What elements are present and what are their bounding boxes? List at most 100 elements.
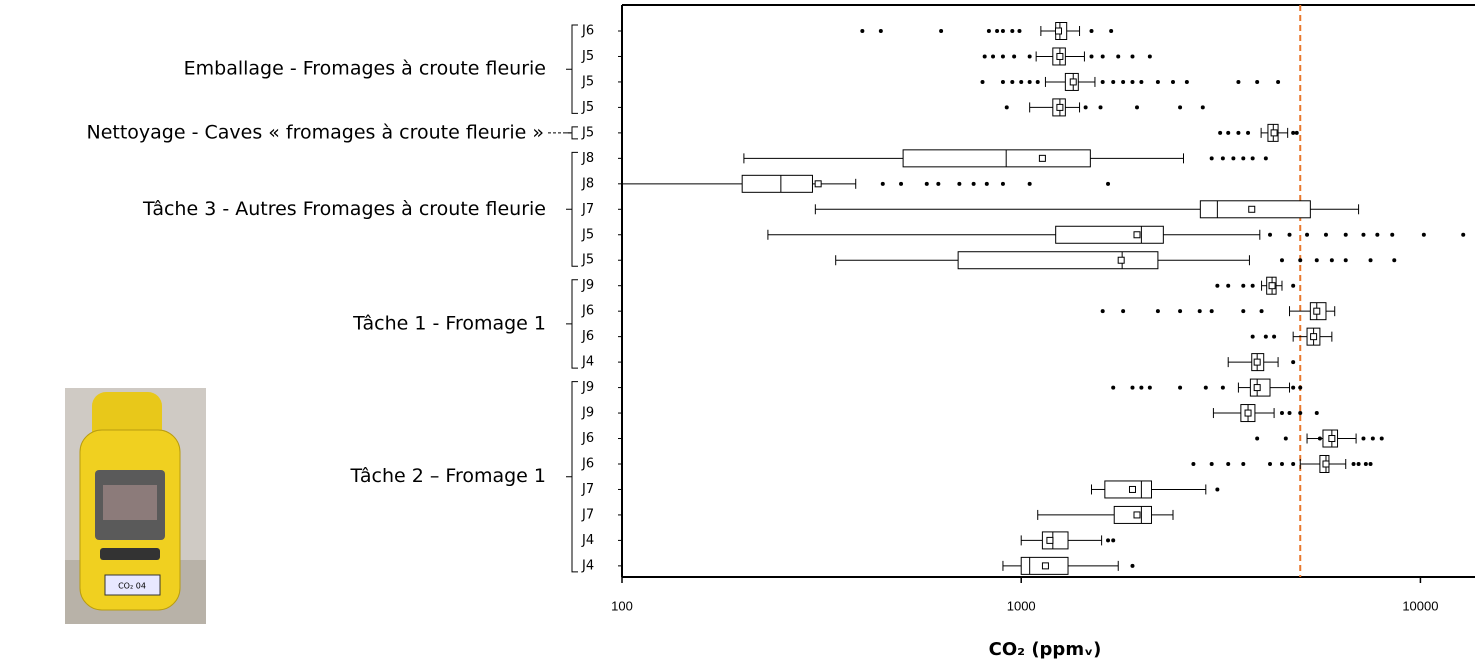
flier — [1226, 283, 1231, 288]
category-label: J9 — [581, 380, 594, 395]
flier — [1259, 309, 1264, 314]
flier — [1250, 334, 1255, 339]
category-label: J5 — [581, 74, 594, 89]
flier — [1263, 156, 1268, 161]
flier — [1035, 79, 1040, 84]
mean — [1253, 358, 1261, 366]
mean — [814, 180, 822, 188]
flier — [980, 79, 985, 84]
category-label: J6 — [581, 304, 594, 319]
x-tick-label: 1000 — [1007, 598, 1036, 613]
category-label: J5 — [581, 100, 594, 115]
flier — [1368, 258, 1373, 263]
flier — [1100, 309, 1105, 314]
mean — [1056, 52, 1064, 60]
flier — [1241, 156, 1246, 161]
flier — [1226, 461, 1231, 466]
flier — [939, 29, 944, 33]
flier — [1461, 232, 1466, 237]
flier — [1291, 461, 1296, 466]
flier — [1109, 29, 1114, 33]
mean — [1046, 536, 1054, 544]
flier — [1178, 309, 1183, 314]
mean — [1069, 78, 1077, 86]
flier — [1343, 258, 1348, 263]
flier — [1291, 130, 1296, 135]
flier — [991, 54, 996, 59]
flier — [1089, 54, 1094, 59]
category-label: J9 — [581, 406, 594, 421]
flier — [1111, 79, 1116, 84]
mean — [1253, 384, 1261, 392]
flier — [1130, 79, 1135, 84]
flier — [971, 181, 976, 186]
flier — [1421, 232, 1426, 237]
flier — [1139, 385, 1144, 390]
box — [741, 174, 813, 193]
flier — [986, 29, 991, 33]
flier — [1379, 436, 1384, 441]
flier — [1250, 283, 1255, 288]
flier — [1231, 156, 1236, 161]
flier — [1361, 436, 1366, 441]
flier — [1027, 54, 1032, 59]
mean — [1133, 231, 1141, 239]
flier — [860, 29, 865, 33]
flier — [1298, 411, 1303, 416]
flier — [1294, 130, 1299, 135]
flier — [924, 181, 929, 186]
box — [957, 251, 1159, 270]
flier — [1155, 79, 1160, 84]
category-label: J4 — [581, 558, 594, 573]
flier — [1121, 79, 1126, 84]
flier — [1276, 79, 1281, 84]
category-label: J8 — [581, 176, 594, 191]
flier — [1209, 461, 1214, 466]
flier — [1246, 130, 1251, 135]
mean — [1268, 282, 1276, 290]
photo-label: CO₂ 04 — [118, 582, 146, 591]
mean — [1055, 27, 1063, 35]
flier — [1279, 461, 1284, 466]
flier — [1155, 309, 1160, 314]
category-label: J9 — [581, 278, 594, 293]
flier — [1236, 130, 1241, 135]
flier — [1134, 105, 1139, 110]
flier — [1241, 461, 1246, 466]
flier — [1368, 461, 1373, 466]
mean — [1133, 511, 1141, 519]
flier — [1139, 79, 1144, 84]
flier — [1106, 181, 1111, 186]
category-label: J6 — [581, 329, 594, 344]
group-label: Tâche 1 - Fromage 1 — [352, 312, 546, 334]
flier — [1392, 258, 1397, 263]
flier — [1130, 563, 1135, 568]
flier — [1010, 79, 1015, 84]
category-label: J5 — [581, 253, 594, 268]
flier — [1083, 105, 1088, 110]
flier — [1390, 232, 1395, 237]
mean — [1244, 409, 1252, 417]
flier — [1255, 436, 1260, 441]
flier — [1000, 79, 1005, 84]
flier — [1098, 105, 1103, 110]
flier — [1323, 232, 1328, 237]
photo: CO₂ 04 — [65, 388, 206, 624]
flier — [1100, 79, 1105, 84]
mean — [1322, 460, 1330, 468]
x-tick-label: 100 — [611, 598, 633, 613]
flier — [1017, 29, 1022, 33]
flier — [1236, 79, 1241, 84]
flier — [1329, 258, 1334, 263]
flier — [1314, 411, 1319, 416]
flier — [1250, 156, 1255, 161]
flier — [1170, 79, 1175, 84]
device-tag — [104, 574, 161, 596]
flier — [995, 29, 1000, 33]
flier — [1272, 334, 1277, 339]
flier — [1241, 309, 1246, 314]
flier — [1220, 385, 1225, 390]
flier — [1000, 54, 1005, 59]
flier — [880, 181, 885, 186]
